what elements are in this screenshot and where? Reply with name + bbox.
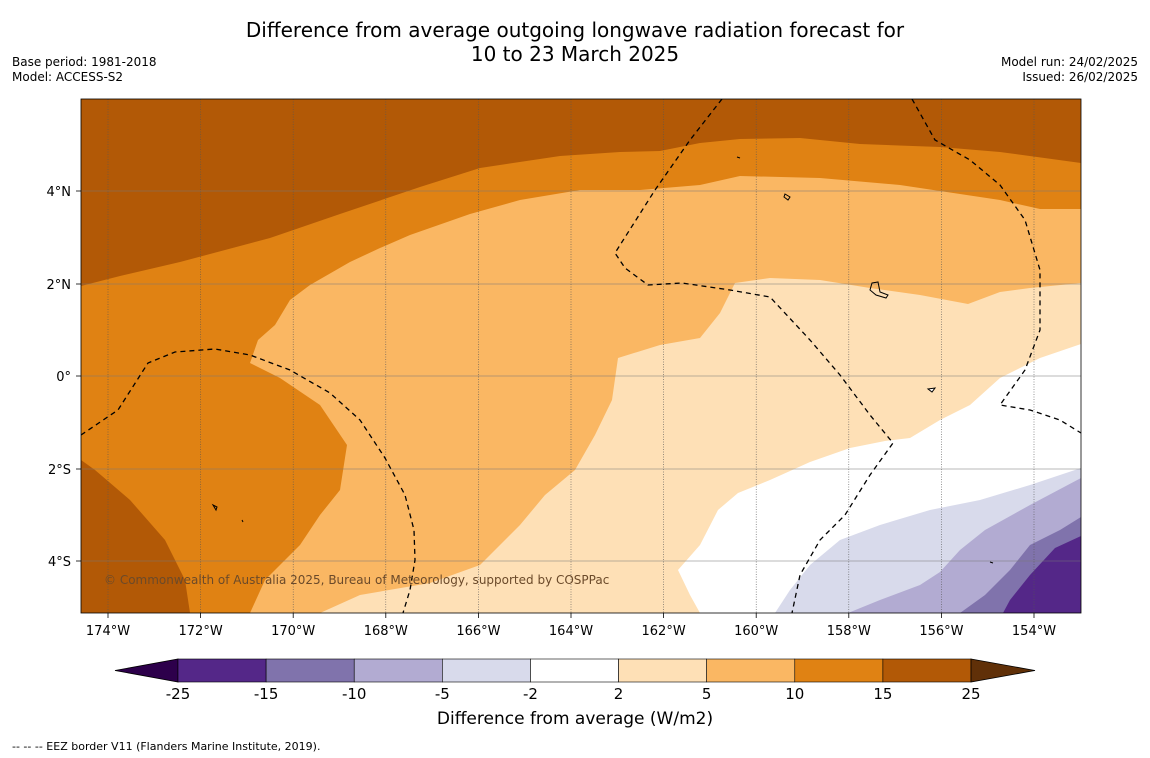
lon-label-0: 174°W xyxy=(86,624,130,639)
eez-line-west xyxy=(81,348,416,613)
model-name: Model: ACCESS-S2 xyxy=(12,70,124,84)
island-3 xyxy=(211,503,218,512)
contour-m25-m15 xyxy=(1003,536,1081,613)
map-panel: © Commonwealth of Australia 2025, Bureau… xyxy=(81,99,1081,613)
lon-label-8: 158°W xyxy=(827,624,871,639)
lon-label-3: 168°W xyxy=(364,624,408,639)
colorbar-tick-8: 15 xyxy=(873,685,892,703)
lat-label-3: 2°S xyxy=(48,463,71,478)
colorbar-tick-1: -15 xyxy=(254,685,279,703)
lon-label-6: 162°W xyxy=(642,624,686,639)
eez-borders xyxy=(81,99,1081,613)
eez-line-center xyxy=(614,99,894,613)
colorbar-over-arrow xyxy=(970,658,1036,683)
title-line-2: 10 to 23 March 2025 xyxy=(470,42,680,66)
title-line-1: Difference from average outgoing longwav… xyxy=(245,18,905,42)
colorbar-tick-5: 2 xyxy=(614,685,624,703)
colorbar-tick-0: -25 xyxy=(166,685,191,703)
colorbar-tick-9: 25 xyxy=(961,685,980,703)
colorbar-segment-6 xyxy=(706,658,796,683)
island-6 xyxy=(241,519,244,523)
colorbar-segment-4 xyxy=(530,658,619,683)
lat-label-4: 4°S xyxy=(48,555,71,570)
lat-label-1: 2°N xyxy=(47,278,72,293)
lat-label-2: 0° xyxy=(56,370,71,385)
base-period: Base period: 1981-2018 xyxy=(12,55,157,69)
colorbar-segment-3 xyxy=(442,658,531,683)
latitude-labels: 4°N 2°N 0° 2°S 4°S xyxy=(47,185,81,570)
lon-label-5: 164°W xyxy=(549,624,593,639)
model-run: Model run: 24/02/2025 xyxy=(1000,55,1138,69)
latitude-gridlines xyxy=(81,190,1081,562)
map-frame xyxy=(80,98,1082,614)
meta-left: Base period: 1981-2018 Model: ACCESS-S2 xyxy=(12,55,157,85)
islands xyxy=(211,156,994,564)
lon-label-9: 156°W xyxy=(919,624,963,639)
lon-label-7: 160°W xyxy=(734,624,778,639)
colorbar-tick-3: -5 xyxy=(435,685,450,703)
colorbar-label: Difference from average (W/m2) xyxy=(436,709,714,729)
longitude-labels: 174°W 172°W 170°W 168°W 166°W 164°W 162°W 160°W… xyxy=(86,613,1056,639)
lon-label-1: 172°W xyxy=(179,624,223,639)
eez-footnote: -- -- -- EEZ border V11 (Flanders Marine… xyxy=(12,740,321,753)
colorbar-tick-6: 5 xyxy=(702,685,712,703)
colorbar-tick-7: 10 xyxy=(785,685,804,703)
island-7 xyxy=(989,561,994,564)
colorbar-under-arrow xyxy=(114,658,179,683)
island-4 xyxy=(926,387,937,393)
colorbar-segment-5 xyxy=(618,658,707,683)
lon-label-4: 166°W xyxy=(456,624,500,639)
colorbar-segment-1 xyxy=(265,658,355,683)
colorbar-segment-2 xyxy=(353,658,443,683)
issued-date: Issued: 26/02/2025 xyxy=(1022,70,1138,84)
colorbar-segment-0 xyxy=(177,658,267,683)
gridlines xyxy=(107,99,1035,613)
colorbar-tick-4: -2 xyxy=(523,685,538,703)
copyright-notice: © Commonwealth of Australia 2025, Bureau… xyxy=(104,573,609,587)
lon-label-2: 170°W xyxy=(271,624,315,639)
island-1 xyxy=(783,193,791,201)
chart-title: Difference from average outgoing longwav… xyxy=(0,18,1150,66)
island-5 xyxy=(736,156,741,159)
colorbar: -25 -15 -10 -5 -2 2 5 10 15 25 xyxy=(114,658,1036,703)
island-2 xyxy=(869,281,889,299)
colorbar-tick-2: -10 xyxy=(342,685,367,703)
colorbar-segment-7 xyxy=(794,658,884,683)
colorbar-segment-8 xyxy=(882,658,972,683)
meta-right: Model run: 24/02/2025 Issued: 26/02/2025 xyxy=(1001,55,1138,85)
lat-label-0: 4°N xyxy=(47,185,72,200)
lon-label-10: 154°W xyxy=(1012,624,1056,639)
